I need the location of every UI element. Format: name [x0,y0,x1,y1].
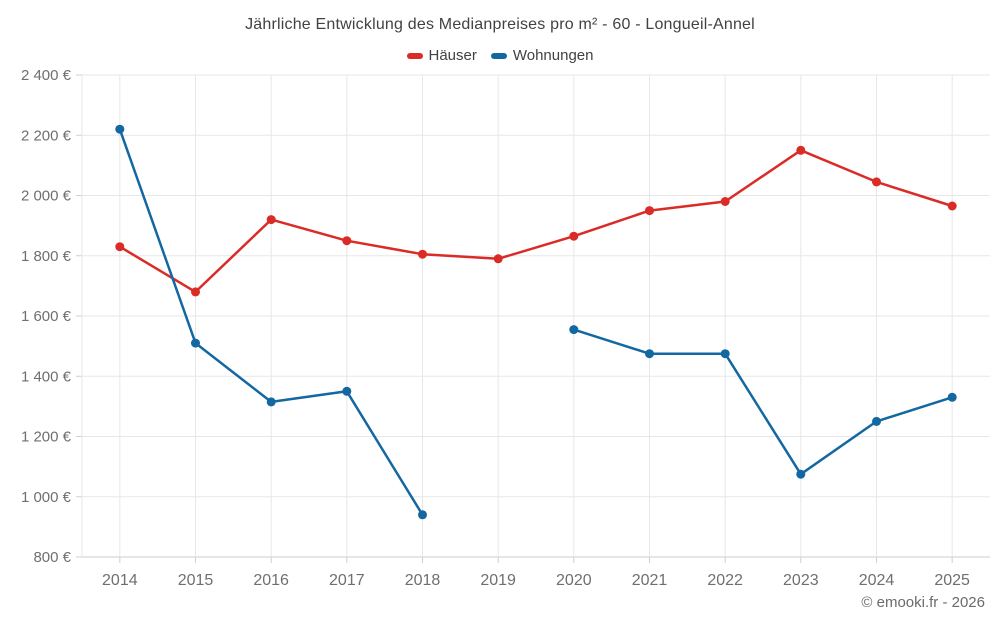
svg-text:2015: 2015 [178,572,214,589]
svg-text:2 000 €: 2 000 € [21,188,72,205]
hauser-series-swatch-icon [406,52,423,59]
svg-text:1 600 €: 1 600 € [21,308,72,325]
svg-text:2016: 2016 [253,572,289,589]
svg-text:2024: 2024 [859,572,895,589]
svg-text:2 400 €: 2 400 € [21,67,72,84]
svg-text:2019: 2019 [480,572,516,589]
svg-text:1 000 €: 1 000 € [21,489,72,506]
legend-label-hauser: Häuser [428,47,477,64]
svg-text:2014: 2014 [102,572,138,589]
svg-text:2020: 2020 [556,572,592,589]
svg-text:2023: 2023 [783,572,819,589]
legend: Häuser Wohnungen [0,47,1000,64]
legend-item-wohnungen[interactable]: Wohnungen [490,47,594,64]
legend-item-hauser[interactable]: Häuser [406,47,477,64]
svg-text:2 200 €: 2 200 € [21,127,72,144]
svg-text:1 200 €: 1 200 € [21,429,72,446]
svg-text:2021: 2021 [632,572,668,589]
svg-text:2018: 2018 [405,572,441,589]
copyright-credit: © emooki.fr - 2026 [861,594,985,611]
svg-text:1 400 €: 1 400 € [21,368,72,385]
legend-label-wohnungen: Wohnungen [512,47,594,64]
svg-text:800 €: 800 € [33,549,71,566]
wohnungen-series-swatch-icon [490,52,507,59]
svg-text:2017: 2017 [329,572,365,589]
line-chart-plot-area: 2 400 € 2 200 € 2 000 € 1 800 € 1 600 € 1 400… [21,67,990,589]
svg-text:2025: 2025 [934,572,970,589]
chart-title: Jährliche Entwicklung des Medianpreises … [245,16,755,33]
svg-text:1 800 €: 1 800 € [21,248,72,265]
svg-text:2022: 2022 [707,572,743,589]
